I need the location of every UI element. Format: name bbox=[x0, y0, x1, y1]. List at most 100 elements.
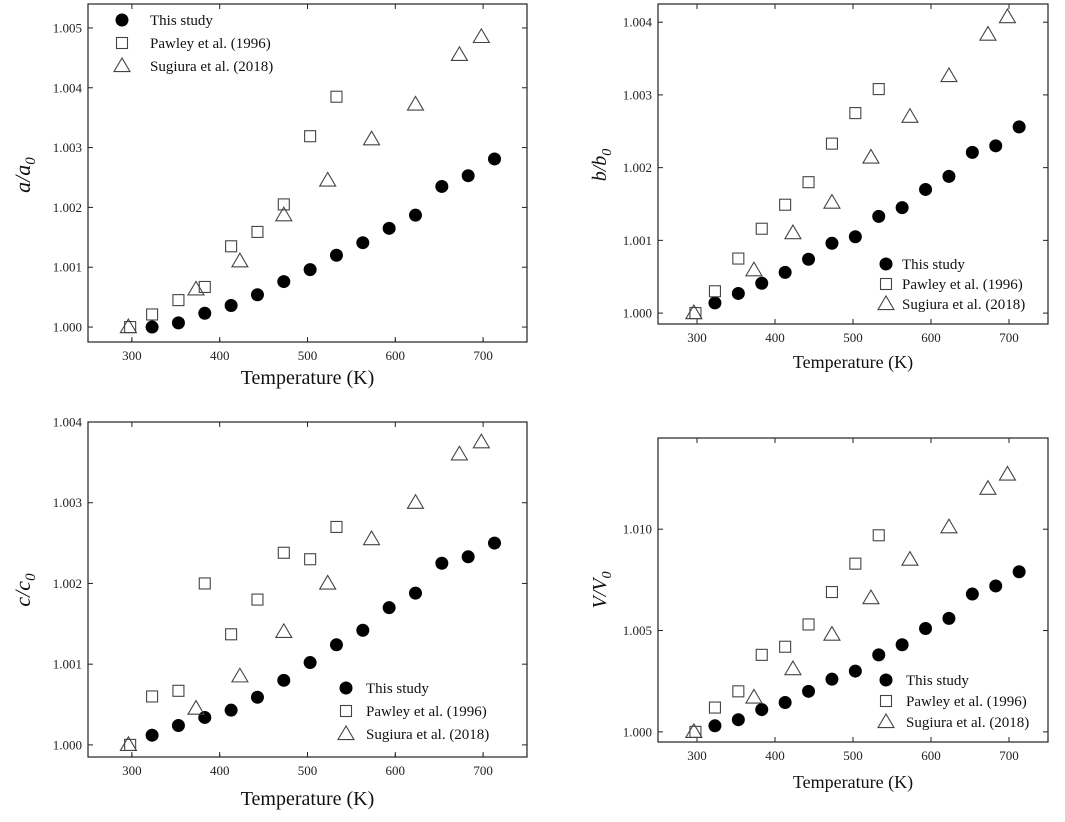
series-open-square bbox=[124, 90, 343, 334]
data-point bbox=[998, 465, 1017, 481]
data-point bbox=[356, 623, 370, 637]
data-point bbox=[461, 169, 475, 183]
y-tick-label: 1.004 bbox=[53, 415, 83, 430]
data-point bbox=[382, 221, 396, 235]
x-tick-label: 600 bbox=[921, 748, 941, 763]
legend: This study Pawley et al. (1996) Sugiura et… bbox=[877, 257, 1025, 313]
data-point bbox=[277, 673, 291, 687]
x-tick-label: 600 bbox=[386, 763, 406, 778]
data-point bbox=[145, 320, 159, 334]
data-point bbox=[251, 593, 264, 606]
legend-label: Sugiura et al. (2018) bbox=[906, 715, 1029, 731]
data-point bbox=[861, 589, 880, 605]
data-point bbox=[303, 656, 317, 670]
data-point bbox=[732, 252, 745, 265]
data-point bbox=[783, 224, 802, 240]
data-point bbox=[450, 445, 469, 461]
y-axis-title-subscript: 0 bbox=[23, 573, 39, 581]
data-point bbox=[919, 622, 933, 636]
data-point bbox=[755, 703, 769, 717]
data-point bbox=[848, 230, 862, 244]
data-point bbox=[304, 553, 317, 566]
data-point bbox=[755, 276, 769, 290]
data-point bbox=[303, 263, 317, 277]
series-filled-circle bbox=[708, 120, 1026, 310]
x-tick-label: 300 bbox=[687, 330, 707, 345]
data-point bbox=[849, 107, 862, 120]
data-point bbox=[198, 577, 211, 590]
data-point bbox=[783, 659, 802, 676]
data-point bbox=[731, 713, 745, 727]
panel-b: 300 400 500 600 700 1.000 1.001 1.002 1.003 1.004… bbox=[589, 3, 1049, 373]
data-point bbox=[755, 222, 768, 235]
data-point bbox=[277, 275, 291, 289]
x-tick-label: 700 bbox=[473, 763, 493, 778]
x-axis-title: Temperature (K) bbox=[241, 788, 375, 810]
data-point bbox=[942, 169, 956, 183]
data-point bbox=[965, 145, 979, 159]
y-tick-label: 1.000 bbox=[623, 306, 652, 321]
data-point bbox=[318, 171, 337, 187]
data-point bbox=[755, 648, 768, 661]
legend-marker bbox=[879, 694, 893, 708]
data-point bbox=[708, 285, 721, 298]
legend-label: Pawley et al. (1996) bbox=[902, 277, 1023, 293]
y-axis-title-main: c/c bbox=[10, 581, 35, 607]
data-point bbox=[119, 735, 138, 752]
series-open-triangle bbox=[684, 8, 1017, 320]
y-axis-title: c/c0 bbox=[10, 573, 39, 607]
x-axis-title: Temperature (K) bbox=[793, 772, 913, 793]
legend-label: Sugiura et al. (2018) bbox=[366, 727, 489, 743]
y-tick-label: 1.002 bbox=[53, 576, 82, 591]
data-point bbox=[450, 45, 469, 61]
legend-label: This study bbox=[906, 673, 969, 689]
y-tick-label: 1.001 bbox=[623, 233, 652, 248]
x-tick-label: 500 bbox=[843, 330, 863, 345]
data-point bbox=[872, 209, 886, 223]
data-point bbox=[250, 288, 264, 302]
data-point bbox=[146, 308, 159, 321]
legend-label: This study bbox=[150, 13, 213, 29]
panel-v: 300 400 500 600 700 1.000 1.005 1.010 Temperatur… bbox=[589, 437, 1049, 793]
series-open-square bbox=[689, 529, 885, 738]
data-point bbox=[779, 640, 792, 653]
data-point bbox=[435, 556, 449, 570]
y-tick-label: 1.000 bbox=[53, 737, 82, 752]
x-tick-label: 400 bbox=[210, 348, 230, 363]
data-point bbox=[942, 611, 956, 625]
data-point bbox=[461, 550, 475, 564]
y-axis-title: V/V0 bbox=[589, 572, 615, 609]
data-point bbox=[978, 25, 997, 41]
data-point bbox=[329, 638, 343, 652]
x-tick-label: 500 bbox=[298, 763, 318, 778]
y-tick-label: 1.001 bbox=[53, 260, 82, 275]
data-point bbox=[172, 294, 185, 307]
plot-frame bbox=[87, 3, 528, 343]
data-point bbox=[822, 625, 841, 641]
data-point bbox=[989, 139, 1003, 153]
data-point bbox=[406, 493, 425, 509]
data-point bbox=[779, 198, 792, 211]
data-point bbox=[382, 601, 396, 615]
data-point bbox=[472, 433, 491, 449]
data-point bbox=[145, 728, 159, 742]
data-point bbox=[802, 252, 816, 266]
panel-a: 300 400 500 600 700 1.000 1.001 1.002 1.003 1.004… bbox=[10, 3, 528, 389]
data-point bbox=[277, 546, 290, 559]
data-point bbox=[989, 579, 1003, 593]
data-point bbox=[872, 648, 886, 662]
data-point bbox=[900, 550, 919, 566]
data-point bbox=[965, 587, 979, 601]
series-open-triangle bbox=[119, 433, 491, 752]
x-tick-label: 600 bbox=[386, 348, 406, 363]
data-point bbox=[230, 667, 249, 683]
y-axis-title: b/b0 bbox=[589, 149, 615, 182]
data-point bbox=[362, 130, 381, 146]
x-tick-label: 600 bbox=[921, 330, 941, 345]
data-point bbox=[872, 83, 885, 96]
legend-marker bbox=[879, 257, 893, 271]
legend-marker bbox=[339, 681, 353, 695]
data-point bbox=[225, 240, 238, 253]
data-point bbox=[356, 236, 370, 250]
